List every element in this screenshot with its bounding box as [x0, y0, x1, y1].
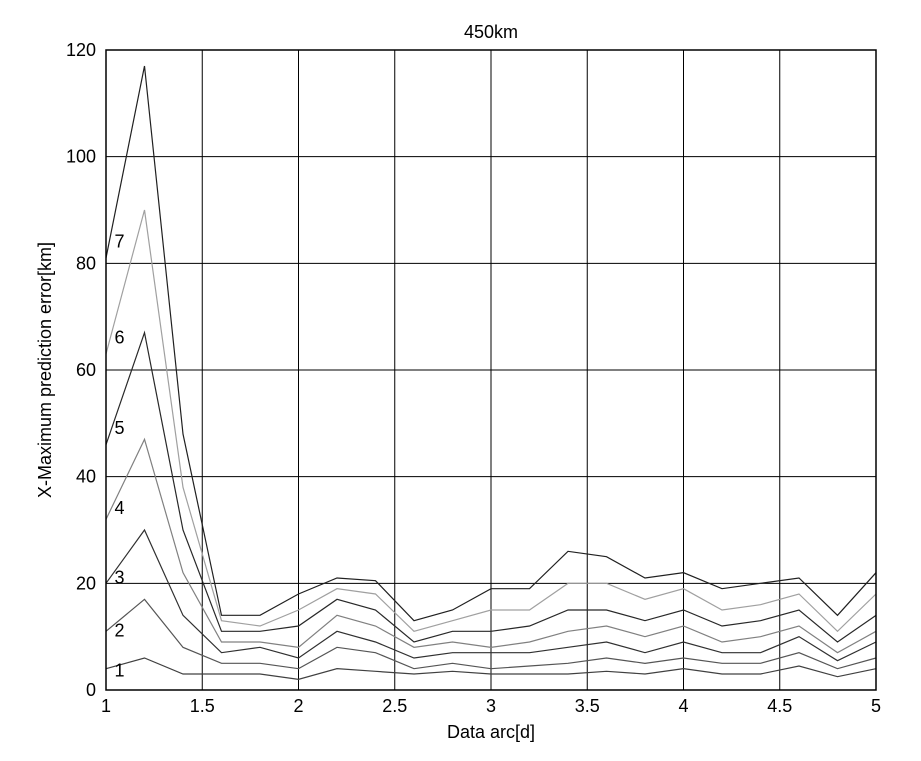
chart-container: 1 1.5 2 2.5 3 3.5 4 4.5 5 0 20 40 60 80 100 120 Data arc… — [11, 10, 911, 750]
series-label-6: 6 — [114, 327, 124, 347]
x-tick-label: 4 — [678, 696, 688, 716]
series-label-5: 5 — [114, 418, 124, 438]
series-label-2: 2 — [114, 621, 124, 641]
series-label-1: 1 — [114, 661, 124, 681]
y-axis-label: X-Maximum prediction error[km] — [35, 242, 55, 498]
y-tick-label: 40 — [75, 467, 95, 487]
x-tick-label: 2.5 — [382, 696, 407, 716]
x-tick-label: 3.5 — [574, 696, 599, 716]
y-tick-label: 80 — [75, 253, 95, 273]
y-tick-label: 60 — [75, 360, 95, 380]
line-chart: 1 1.5 2 2.5 3 3.5 4 4.5 5 0 20 40 60 80 100 120 Data arc… — [11, 10, 911, 750]
x-tick-label: 1 — [100, 696, 110, 716]
y-tick-label: 100 — [65, 147, 95, 167]
x-axis-label: Data arc[d] — [446, 722, 534, 742]
x-tick-label: 3 — [485, 696, 495, 716]
x-tick-label: 2 — [293, 696, 303, 716]
y-tick-label: 20 — [75, 573, 95, 593]
y-tick-label: 0 — [85, 680, 95, 700]
series-label-7: 7 — [114, 231, 124, 251]
x-tick-label: 5 — [870, 696, 880, 716]
x-tick-label: 1.5 — [189, 696, 214, 716]
y-tick-label: 120 — [65, 40, 95, 60]
series-label-3: 3 — [114, 567, 124, 587]
series-label-4: 4 — [114, 498, 124, 518]
x-tick-label: 4.5 — [767, 696, 792, 716]
chart-title: 450km — [463, 22, 517, 42]
